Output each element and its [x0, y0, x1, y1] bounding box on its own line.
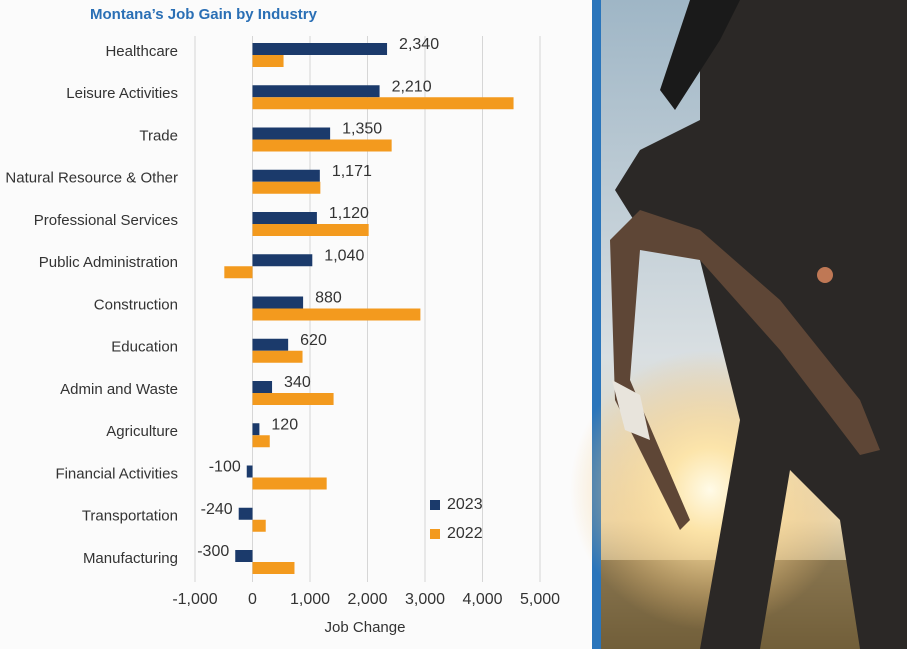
legend-label: 2022	[447, 525, 483, 542]
bar	[252, 212, 317, 224]
x-tick-label: 3,000	[405, 591, 445, 608]
bar	[252, 169, 320, 182]
bar	[252, 308, 421, 321]
x-tick-label: 2,000	[347, 591, 387, 608]
bar	[252, 423, 260, 436]
x-tick-label: 4,000	[462, 591, 502, 608]
bar	[252, 338, 289, 351]
y-tick-label: Trade	[139, 127, 178, 144]
data-label: 1,171	[332, 163, 372, 180]
bar	[252, 350, 303, 363]
data-label: -300	[197, 543, 229, 560]
divider	[592, 0, 601, 649]
bar	[235, 550, 253, 562]
y-tick-label: Professional Services	[34, 212, 178, 229]
y-tick-label: Natural Resource & Other	[5, 170, 178, 187]
bar	[252, 127, 331, 140]
data-label: 2,340	[399, 36, 439, 53]
bar	[252, 55, 284, 67]
data-label: 620	[300, 332, 327, 349]
chart-title: Montana’s Job Gain by Industry	[90, 6, 318, 23]
x-axis-label: Job Change	[325, 619, 406, 636]
bar	[252, 296, 304, 309]
data-label: 1,120	[329, 205, 369, 222]
y-tick-label: Public Administration	[39, 254, 178, 271]
x-tick-label: -1,000	[172, 591, 217, 608]
data-label: 1,040	[324, 247, 364, 264]
bar	[252, 224, 369, 236]
data-label: 120	[271, 416, 298, 433]
bar	[252, 562, 295, 574]
data-label: 2,210	[392, 78, 432, 95]
bar	[224, 266, 253, 279]
y-tick-label: Transportation	[82, 508, 178, 525]
legend-label: 2023	[447, 496, 483, 513]
data-label: 1,350	[342, 121, 382, 138]
data-label: 340	[284, 374, 311, 391]
bar	[246, 465, 253, 478]
x-tick-label: 5,000	[520, 591, 560, 608]
y-tick-label: Agriculture	[106, 423, 178, 440]
bar	[252, 181, 321, 194]
data-label: -240	[201, 501, 233, 518]
bar	[252, 393, 334, 405]
bar	[252, 477, 327, 490]
data-label: -100	[209, 459, 241, 476]
y-tick-label: Financial Activities	[55, 465, 178, 482]
y-tick-label: Manufacturing	[83, 550, 178, 567]
y-tick-label: Education	[111, 339, 178, 356]
bar	[252, 381, 273, 393]
x-tick-label: 0	[248, 591, 257, 608]
bar	[252, 139, 392, 152]
x-tick-label: 1,000	[290, 591, 330, 608]
bar	[252, 435, 270, 448]
bar	[252, 254, 313, 267]
y-tick-label: Leisure Activities	[66, 85, 178, 102]
y-tick-label: Construction	[94, 296, 178, 313]
y-tick-label: Healthcare	[105, 43, 178, 60]
bar	[252, 519, 266, 532]
bar	[252, 85, 380, 98]
bar	[252, 43, 388, 55]
legend-swatch	[430, 500, 440, 510]
legend-swatch	[430, 529, 440, 539]
y-tick-label: Admin and Waste	[60, 381, 178, 398]
bar	[252, 97, 514, 110]
bar	[238, 507, 253, 520]
photo	[570, 0, 907, 649]
data-label: 880	[315, 290, 342, 307]
